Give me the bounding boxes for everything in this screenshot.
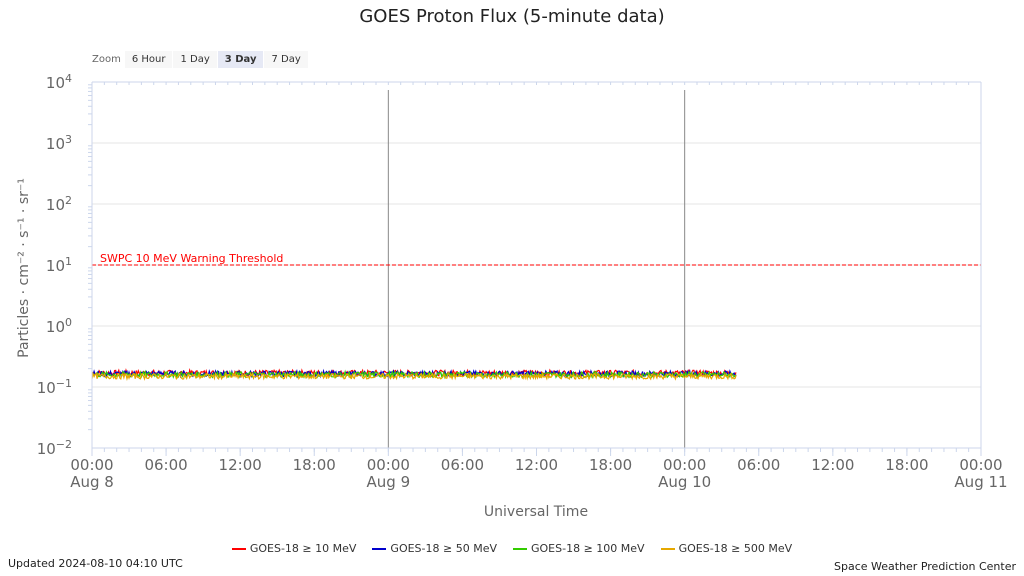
legend-item[interactable]: GOES-18 ≥ 50 MeV [372,542,497,555]
x-tick-label: 06:00 [737,456,780,474]
x-tick-label: 06:00 [441,456,484,474]
y-axis-label: Particles · cm⁻² · s⁻¹ · sr⁻¹ [16,178,32,358]
zoom-3-day-button[interactable]: 3 Day [217,50,264,68]
legend-swatch [513,547,527,550]
x-axis-label: Universal Time [484,504,588,520]
x-tick-label: 12:00 [515,456,558,474]
series-line [91,371,737,381]
x-tick-label: 00:00 [367,456,410,474]
x-tick-date-label: Aug 8 [70,473,114,491]
x-tick-label: 00:00 [663,456,706,474]
legend-label: GOES-18 ≥ 50 MeV [390,542,497,555]
y-tick-label: 101 [46,255,72,275]
x-tick-label: 00:00 [959,456,1002,474]
zoom-bar: Zoom 6 Hour 1 Day 3 Day 7 Day [92,49,309,69]
zoom-1-day-button[interactable]: 1 Day [173,50,217,68]
x-tick-date-label: Aug 11 [954,473,1007,491]
legend-swatch [660,547,675,550]
y-tick-labels: 104 103 102 101 100 10−1 10−2 [37,72,72,458]
axes [88,81,982,456]
x-tick-label: 18:00 [293,456,336,474]
legend: GOES-18 ≥ 10 MeV GOES-18 ≥ 50 MeV GOES-18 … [0,542,1024,555]
x-tick-date-label: Aug 10 [658,473,711,491]
day-boundary-lines [387,90,686,448]
legend-swatch [372,547,387,550]
chart-title: GOES Proton Flux (5-minute data) [359,6,665,27]
legend-label: GOES-18 ≥ 100 MeV [531,542,645,555]
y-tick-label: 100 [46,316,72,336]
threshold: SWPC 10 MeV Warning Threshold [92,252,981,266]
x-tick-label: 12:00 [811,456,854,474]
legend-item[interactable]: GOES-18 ≥ 500 MeV [660,542,793,555]
threshold-label: SWPC 10 MeV Warning Threshold [100,252,283,265]
x-tick-date-label: Aug 9 [367,473,411,491]
y-tick-label: 103 [46,133,72,153]
x-tick-label: 18:00 [885,456,928,474]
series-lines [91,367,737,381]
legend-label: GOES-18 ≥ 500 MeV [678,542,793,555]
y-tick-label: 10−2 [37,438,72,458]
legend-label: GOES-18 ≥ 10 MeV [249,542,357,555]
legend-item[interactable]: GOES-18 ≥ 100 MeV [513,542,645,555]
y-tick-label: 10−1 [37,377,72,397]
zoom-label: Zoom [92,53,121,65]
legend-item[interactable]: GOES-18 ≥ 10 MeV [231,542,357,555]
legend-swatch [231,547,246,550]
y-tick-label: 104 [46,72,72,92]
updated-timestamp: Updated 2024-08-10 04:10 UTC [8,557,183,570]
x-tick-label: 12:00 [219,456,262,474]
y-tick-label: 102 [46,194,72,214]
x-tick-label: 00:00 [70,456,113,474]
x-tick-label: 06:00 [144,456,187,474]
x-tick-label: 18:00 [589,456,632,474]
zoom-6-hour-button[interactable]: 6 Hour [124,50,173,68]
zoom-7-day-button[interactable]: 7 Day [264,50,308,68]
credit-text: Space Weather Prediction Center [834,560,1016,573]
